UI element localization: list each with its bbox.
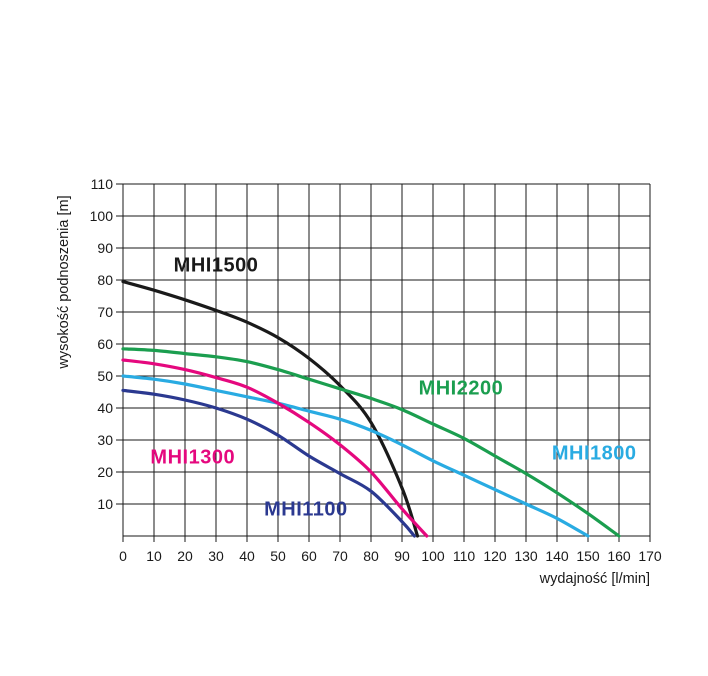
curve-mhi1500 <box>121 280 420 538</box>
curve-label-mhi1800: MHI1800 <box>551 442 637 465</box>
axis-tick-marks <box>116 183 651 542</box>
x-axis-title: wydajność [l/min] <box>539 571 650 587</box>
curve-mhi2200 <box>121 347 621 538</box>
curve-label-mhi1300: MHI1300 <box>150 446 236 469</box>
x-tick-label: 120 <box>483 548 507 564</box>
y-tick-label: 10 <box>97 496 113 512</box>
y-tick-label: 80 <box>97 272 113 288</box>
x-tick-label: 60 <box>301 548 317 564</box>
x-tick-label: 170 <box>638 548 662 564</box>
x-tick-label: 130 <box>514 548 538 564</box>
x-tick-label: 40 <box>239 548 255 564</box>
y-tick-label: 30 <box>97 432 113 448</box>
y-tick-label: 60 <box>97 336 113 352</box>
curve-mhi1100 <box>121 388 416 538</box>
x-tick-label: 50 <box>270 548 286 564</box>
y-tick-label: 20 <box>97 464 113 480</box>
pump-curves <box>121 280 621 538</box>
x-tick-label: 10 <box>146 548 162 564</box>
x-tick-label: 160 <box>607 548 631 564</box>
y-tick-label: 90 <box>97 240 113 256</box>
grid-lines <box>122 183 651 537</box>
x-tick-label: 90 <box>394 548 410 564</box>
curve-label-mhi2200: MHI2200 <box>418 377 504 400</box>
y-tick-label: 40 <box>97 400 113 416</box>
x-tick-label: 80 <box>363 548 379 564</box>
y-tick-label: 70 <box>97 304 113 320</box>
curve-label-mhi1500: MHI1500 <box>173 254 259 277</box>
x-tick-label: 100 <box>421 548 445 564</box>
y-tick-label: 50 <box>97 368 113 384</box>
y-tick-label: 110 <box>90 176 113 192</box>
curve-mhi1300 <box>121 358 429 538</box>
x-tick-label: 30 <box>208 548 224 564</box>
x-tick-label: 140 <box>545 548 569 564</box>
x-tick-label: 70 <box>332 548 348 564</box>
x-tick-label: 150 <box>576 548 600 564</box>
x-tick-label: 20 <box>177 548 193 564</box>
x-tick-label: 0 <box>119 548 127 564</box>
x-tick-label: 110 <box>452 548 476 564</box>
curve-mhi1800 <box>121 374 590 538</box>
y-tick-label: 100 <box>89 208 113 224</box>
curve-label-mhi1100: MHI1100 <box>264 498 348 521</box>
